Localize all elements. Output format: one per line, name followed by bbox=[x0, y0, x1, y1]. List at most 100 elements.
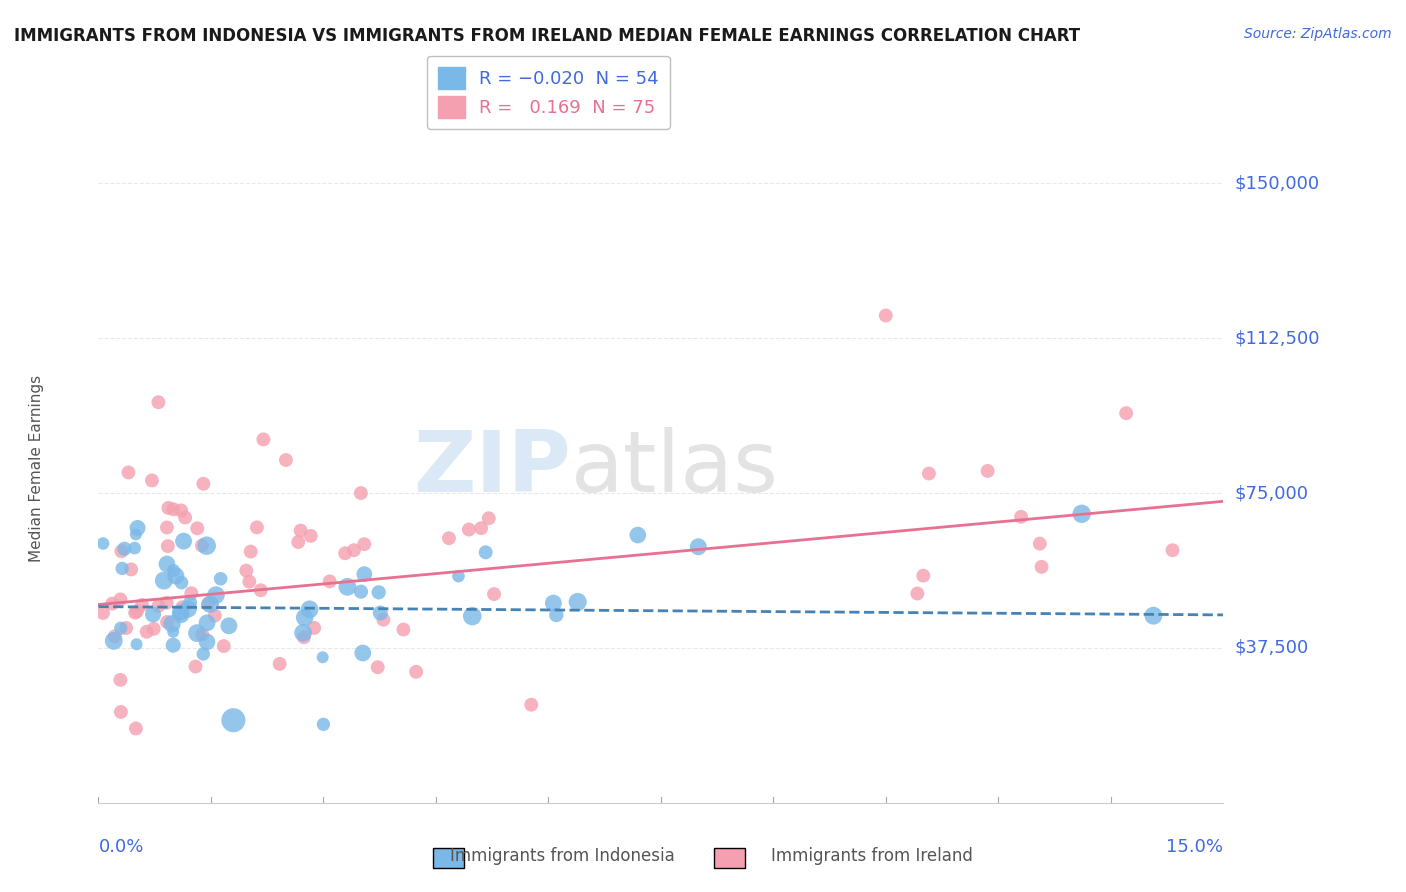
Point bbox=[174, 510, 197, 524]
Point bbox=[162, 564, 184, 578]
Point bbox=[110, 705, 132, 719]
Point bbox=[125, 527, 148, 541]
Text: atlas: atlas bbox=[571, 426, 779, 510]
Point bbox=[115, 621, 138, 635]
Point bbox=[367, 585, 389, 599]
Point bbox=[246, 520, 269, 534]
Point bbox=[298, 602, 321, 616]
Point bbox=[120, 562, 142, 576]
Point bbox=[368, 606, 391, 620]
Point bbox=[157, 500, 180, 515]
Point bbox=[294, 610, 316, 624]
Point bbox=[191, 539, 214, 553]
Point bbox=[195, 635, 218, 649]
Point bbox=[437, 531, 460, 545]
Point bbox=[688, 540, 710, 554]
Point bbox=[177, 602, 200, 616]
Text: $150,000: $150,000 bbox=[1234, 174, 1319, 193]
Point bbox=[180, 586, 202, 600]
Point bbox=[1029, 536, 1052, 550]
Point bbox=[117, 466, 139, 480]
Point bbox=[352, 646, 374, 660]
Point bbox=[191, 627, 214, 641]
Point bbox=[290, 524, 312, 538]
Point bbox=[184, 659, 207, 673]
Point bbox=[457, 523, 479, 537]
Point bbox=[124, 606, 146, 620]
Point bbox=[155, 596, 177, 610]
Point bbox=[627, 528, 650, 542]
Point bbox=[333, 546, 356, 560]
Point bbox=[205, 588, 228, 602]
Point bbox=[1161, 543, 1184, 558]
Point bbox=[170, 575, 193, 590]
Point bbox=[110, 592, 132, 607]
Text: $112,500: $112,500 bbox=[1234, 329, 1320, 347]
Point bbox=[312, 650, 335, 665]
Point bbox=[101, 597, 124, 611]
Point bbox=[350, 486, 373, 500]
Point bbox=[160, 616, 183, 631]
Text: IMMIGRANTS FROM INDONESIA VS IMMIGRANTS FROM IRELAND MEDIAN FEMALE EARNINGS CORR: IMMIGRANTS FROM INDONESIA VS IMMIGRANTS … bbox=[14, 27, 1080, 45]
Point bbox=[170, 607, 193, 622]
Point bbox=[142, 622, 165, 636]
Point bbox=[1142, 608, 1164, 623]
Point bbox=[110, 544, 132, 558]
Point bbox=[875, 309, 897, 323]
Point bbox=[343, 543, 366, 558]
Point bbox=[156, 557, 179, 571]
Point bbox=[193, 647, 215, 661]
Point bbox=[193, 476, 215, 491]
Point bbox=[135, 624, 157, 639]
Point bbox=[405, 665, 427, 679]
Point bbox=[336, 580, 359, 594]
Point bbox=[543, 596, 565, 610]
Point bbox=[91, 536, 114, 550]
Point bbox=[912, 568, 935, 582]
Point bbox=[162, 638, 184, 652]
Point bbox=[292, 625, 315, 640]
Point bbox=[125, 604, 148, 618]
Point bbox=[482, 587, 505, 601]
Point bbox=[197, 597, 219, 611]
Point bbox=[162, 624, 184, 639]
Point bbox=[153, 574, 176, 588]
Point bbox=[169, 606, 191, 620]
Point bbox=[112, 541, 135, 556]
Point bbox=[478, 511, 501, 525]
Point bbox=[373, 613, 395, 627]
Point bbox=[212, 639, 235, 653]
Point bbox=[252, 433, 274, 447]
Point bbox=[299, 529, 322, 543]
Point bbox=[91, 606, 114, 620]
Point bbox=[461, 609, 484, 624]
Point bbox=[238, 574, 260, 589]
Text: $75,000: $75,000 bbox=[1234, 484, 1309, 502]
Point bbox=[204, 608, 226, 623]
Point bbox=[239, 544, 262, 558]
Point bbox=[520, 698, 543, 712]
Point bbox=[353, 537, 375, 551]
Point bbox=[200, 597, 222, 611]
Point bbox=[110, 673, 132, 687]
Point bbox=[195, 539, 218, 553]
Point bbox=[976, 464, 998, 478]
Point bbox=[104, 629, 127, 643]
Point bbox=[141, 474, 163, 488]
Point bbox=[186, 521, 208, 535]
Point bbox=[249, 583, 271, 598]
Text: 0.0%: 0.0% bbox=[98, 838, 143, 855]
Text: Median Female Earnings: Median Female Earnings bbox=[30, 375, 44, 562]
Point bbox=[165, 569, 187, 583]
Point bbox=[269, 657, 291, 671]
Point bbox=[367, 660, 389, 674]
Point bbox=[124, 541, 146, 555]
Point bbox=[156, 615, 179, 629]
Point bbox=[1115, 406, 1137, 420]
Point bbox=[567, 595, 589, 609]
Point bbox=[470, 521, 492, 535]
Point bbox=[179, 595, 201, 609]
Point bbox=[111, 561, 134, 575]
Point bbox=[218, 619, 240, 633]
Text: Source: ZipAtlas.com: Source: ZipAtlas.com bbox=[1244, 27, 1392, 41]
